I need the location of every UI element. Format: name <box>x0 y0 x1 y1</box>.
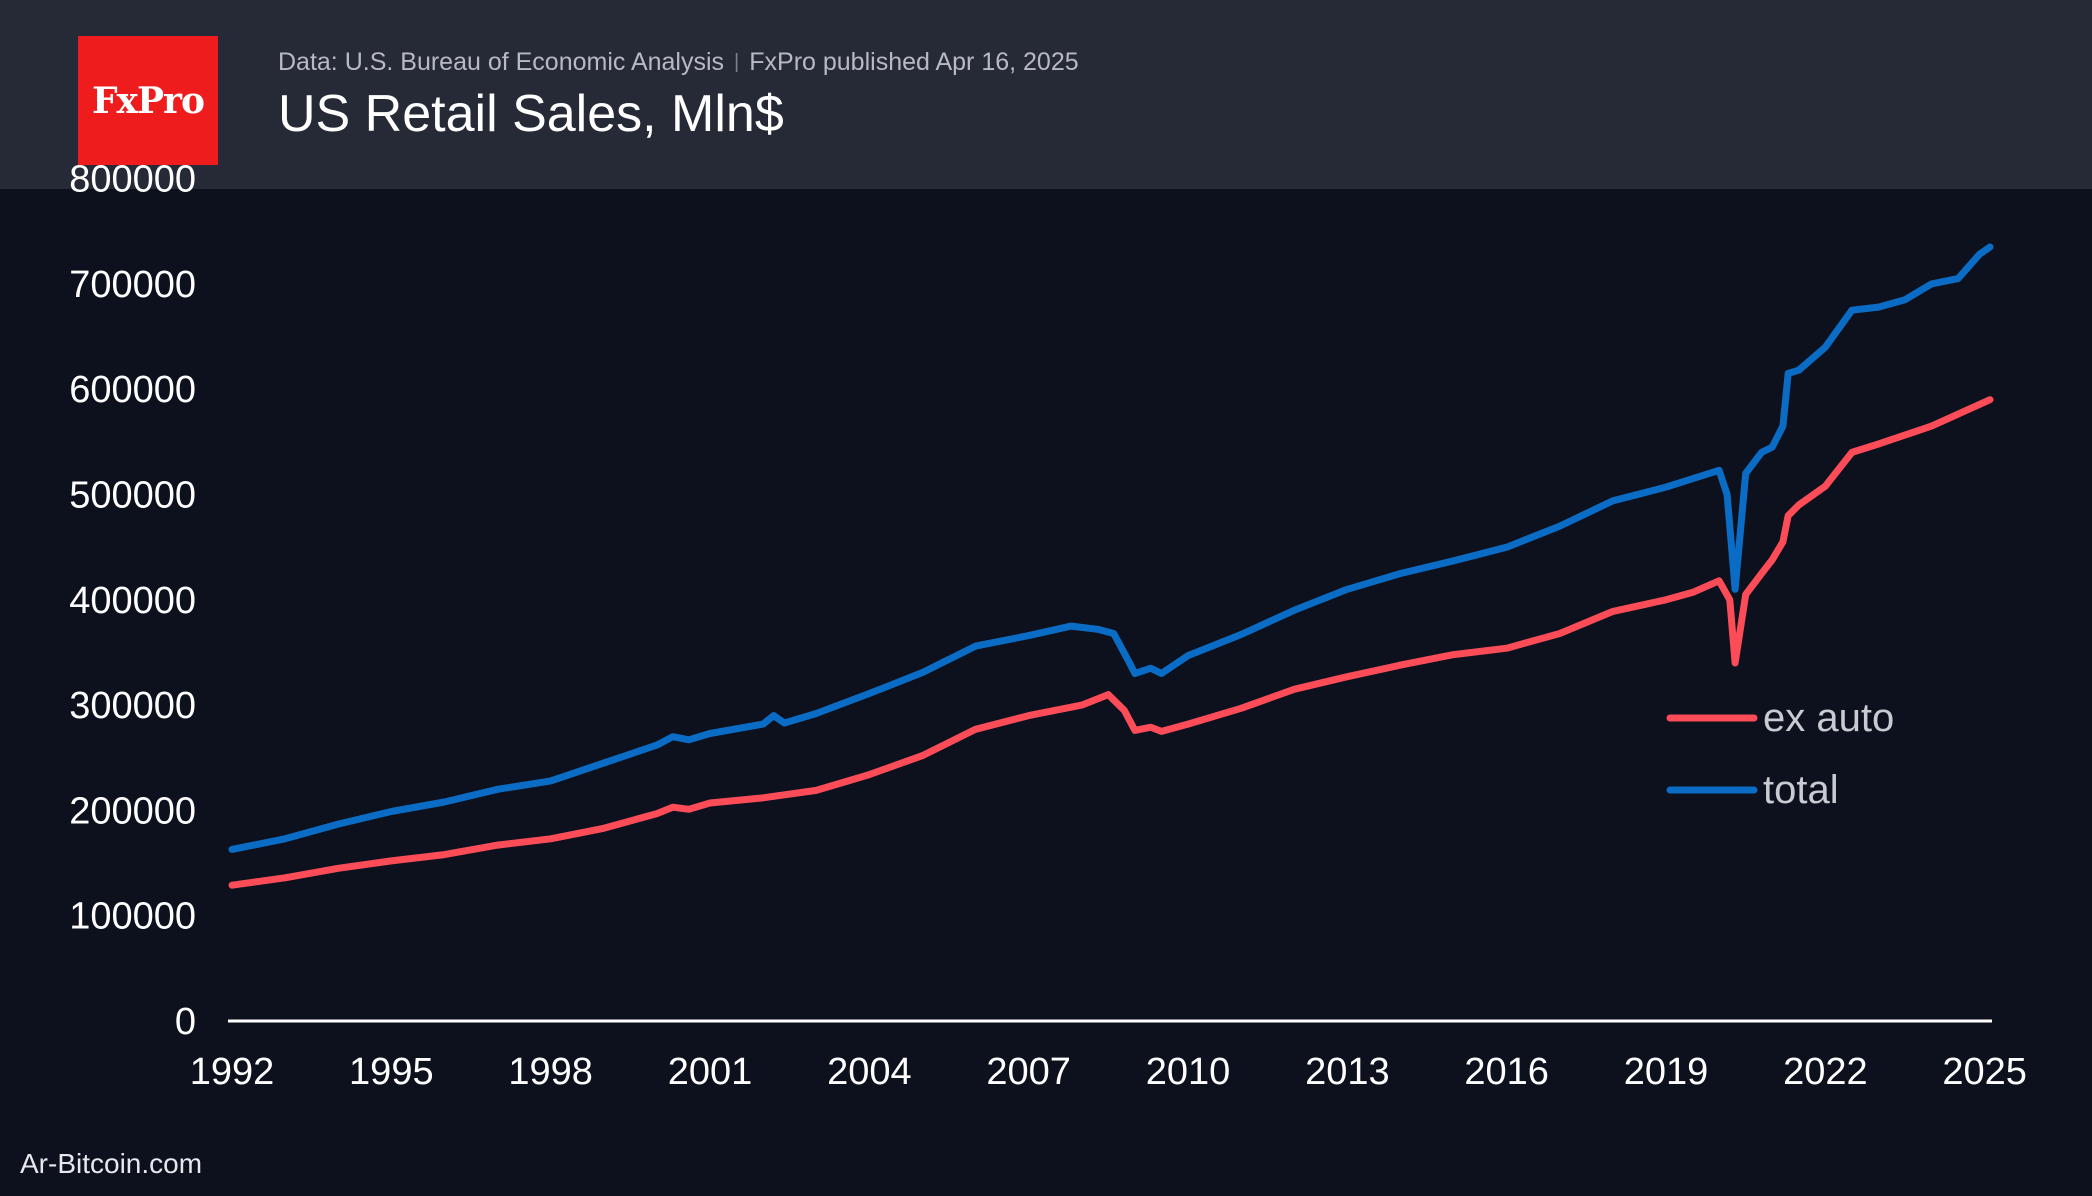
y-tick-label-800000: 800000 <box>69 159 196 201</box>
chart-header: FxPro Data: U.S. Bureau of Economic Anal… <box>0 0 2092 189</box>
published-date: FxPro published Apr 16, 2025 <box>749 48 1079 76</box>
y-tick-label-700000: 700000 <box>69 264 196 306</box>
data-source: Data: U.S. Bureau of Economic Analysis <box>278 48 725 76</box>
x-tick-label-2007: 2007 <box>986 1051 1071 1093</box>
y-tick-label-200000: 200000 <box>69 790 196 832</box>
y-tick-label-400000: 400000 <box>69 580 196 622</box>
x-tick-label-2022: 2022 <box>1783 1051 1868 1093</box>
x-axis: 1992 1995 1998 2001 2004 2007 2010 2013 2016 2019… <box>190 1019 2027 1093</box>
legend-label-total: total <box>1763 768 1839 812</box>
chart-subtitle: Data: U.S. Bureau of Economic Analysis | F… <box>278 48 1079 77</box>
x-tick-label-2013: 2013 <box>1305 1051 1390 1093</box>
series-line-ex-auto <box>228 396 1994 889</box>
series-lines <box>228 243 1994 889</box>
legend: ex auto total <box>1666 696 1894 812</box>
x-tick-label-1995: 1995 <box>349 1051 434 1093</box>
x-tick-label-2016: 2016 <box>1464 1051 1549 1093</box>
series-line-total <box>228 243 1994 853</box>
y-tick-label-100000: 100000 <box>69 896 196 938</box>
fxpro-logo: FxPro <box>78 36 218 165</box>
x-tick-label-1992: 1992 <box>190 1051 275 1093</box>
y-tick-label-300000: 300000 <box>69 685 196 727</box>
x-tick-label-2001: 2001 <box>668 1051 753 1093</box>
watermark: Ar-Bitcoin.com <box>20 1148 203 1179</box>
y-tick-label-500000: 500000 <box>69 475 196 517</box>
chart-title: US Retail Sales, Mln$ <box>278 85 784 143</box>
x-tick-label-2004: 2004 <box>827 1051 912 1093</box>
x-tick-label-1998: 1998 <box>508 1051 593 1093</box>
x-tick-label-2010: 2010 <box>1146 1051 1231 1093</box>
y-tick-label-600000: 600000 <box>69 369 196 411</box>
legend-label-ex-auto: ex auto <box>1763 696 1894 740</box>
x-tick-label-2025: 2025 <box>1942 1051 2027 1093</box>
x-tick-label-2019: 2019 <box>1624 1051 1709 1093</box>
subtitle-separator: | <box>734 51 740 73</box>
y-tick-label-0: 0 <box>175 1001 196 1043</box>
y-axis: 0 100000 200000 300000 400000 500000 600000 700… <box>69 159 196 1043</box>
